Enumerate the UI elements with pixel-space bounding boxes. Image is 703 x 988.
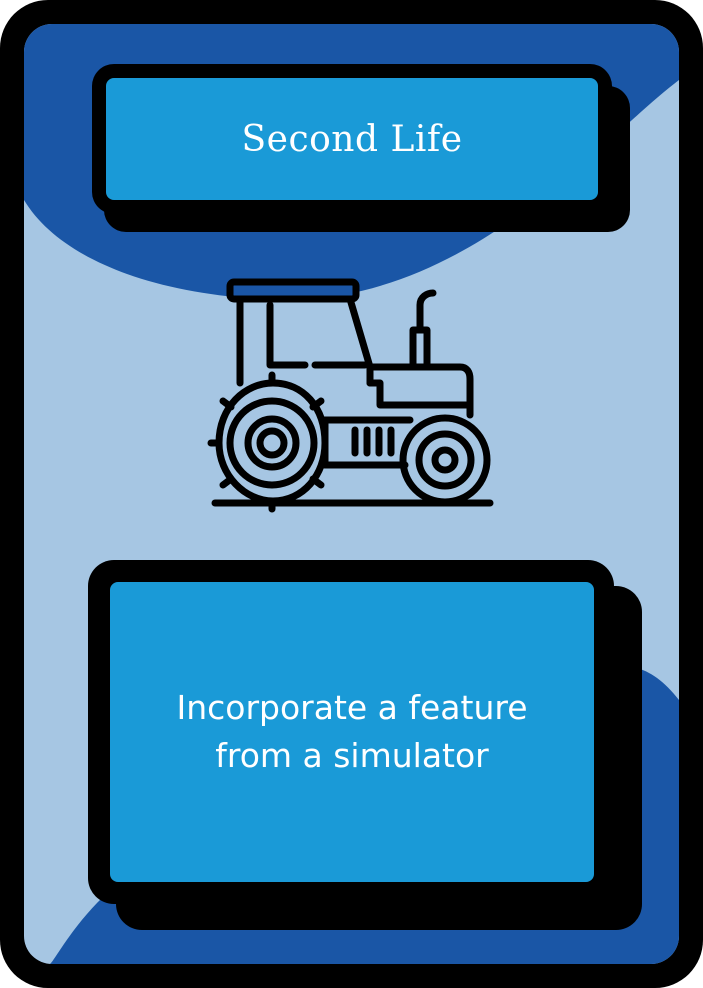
card-title: Second Life xyxy=(241,118,463,160)
card-description: Incorporate a feature from a simulator xyxy=(176,688,528,775)
tractor-icon xyxy=(205,275,500,515)
